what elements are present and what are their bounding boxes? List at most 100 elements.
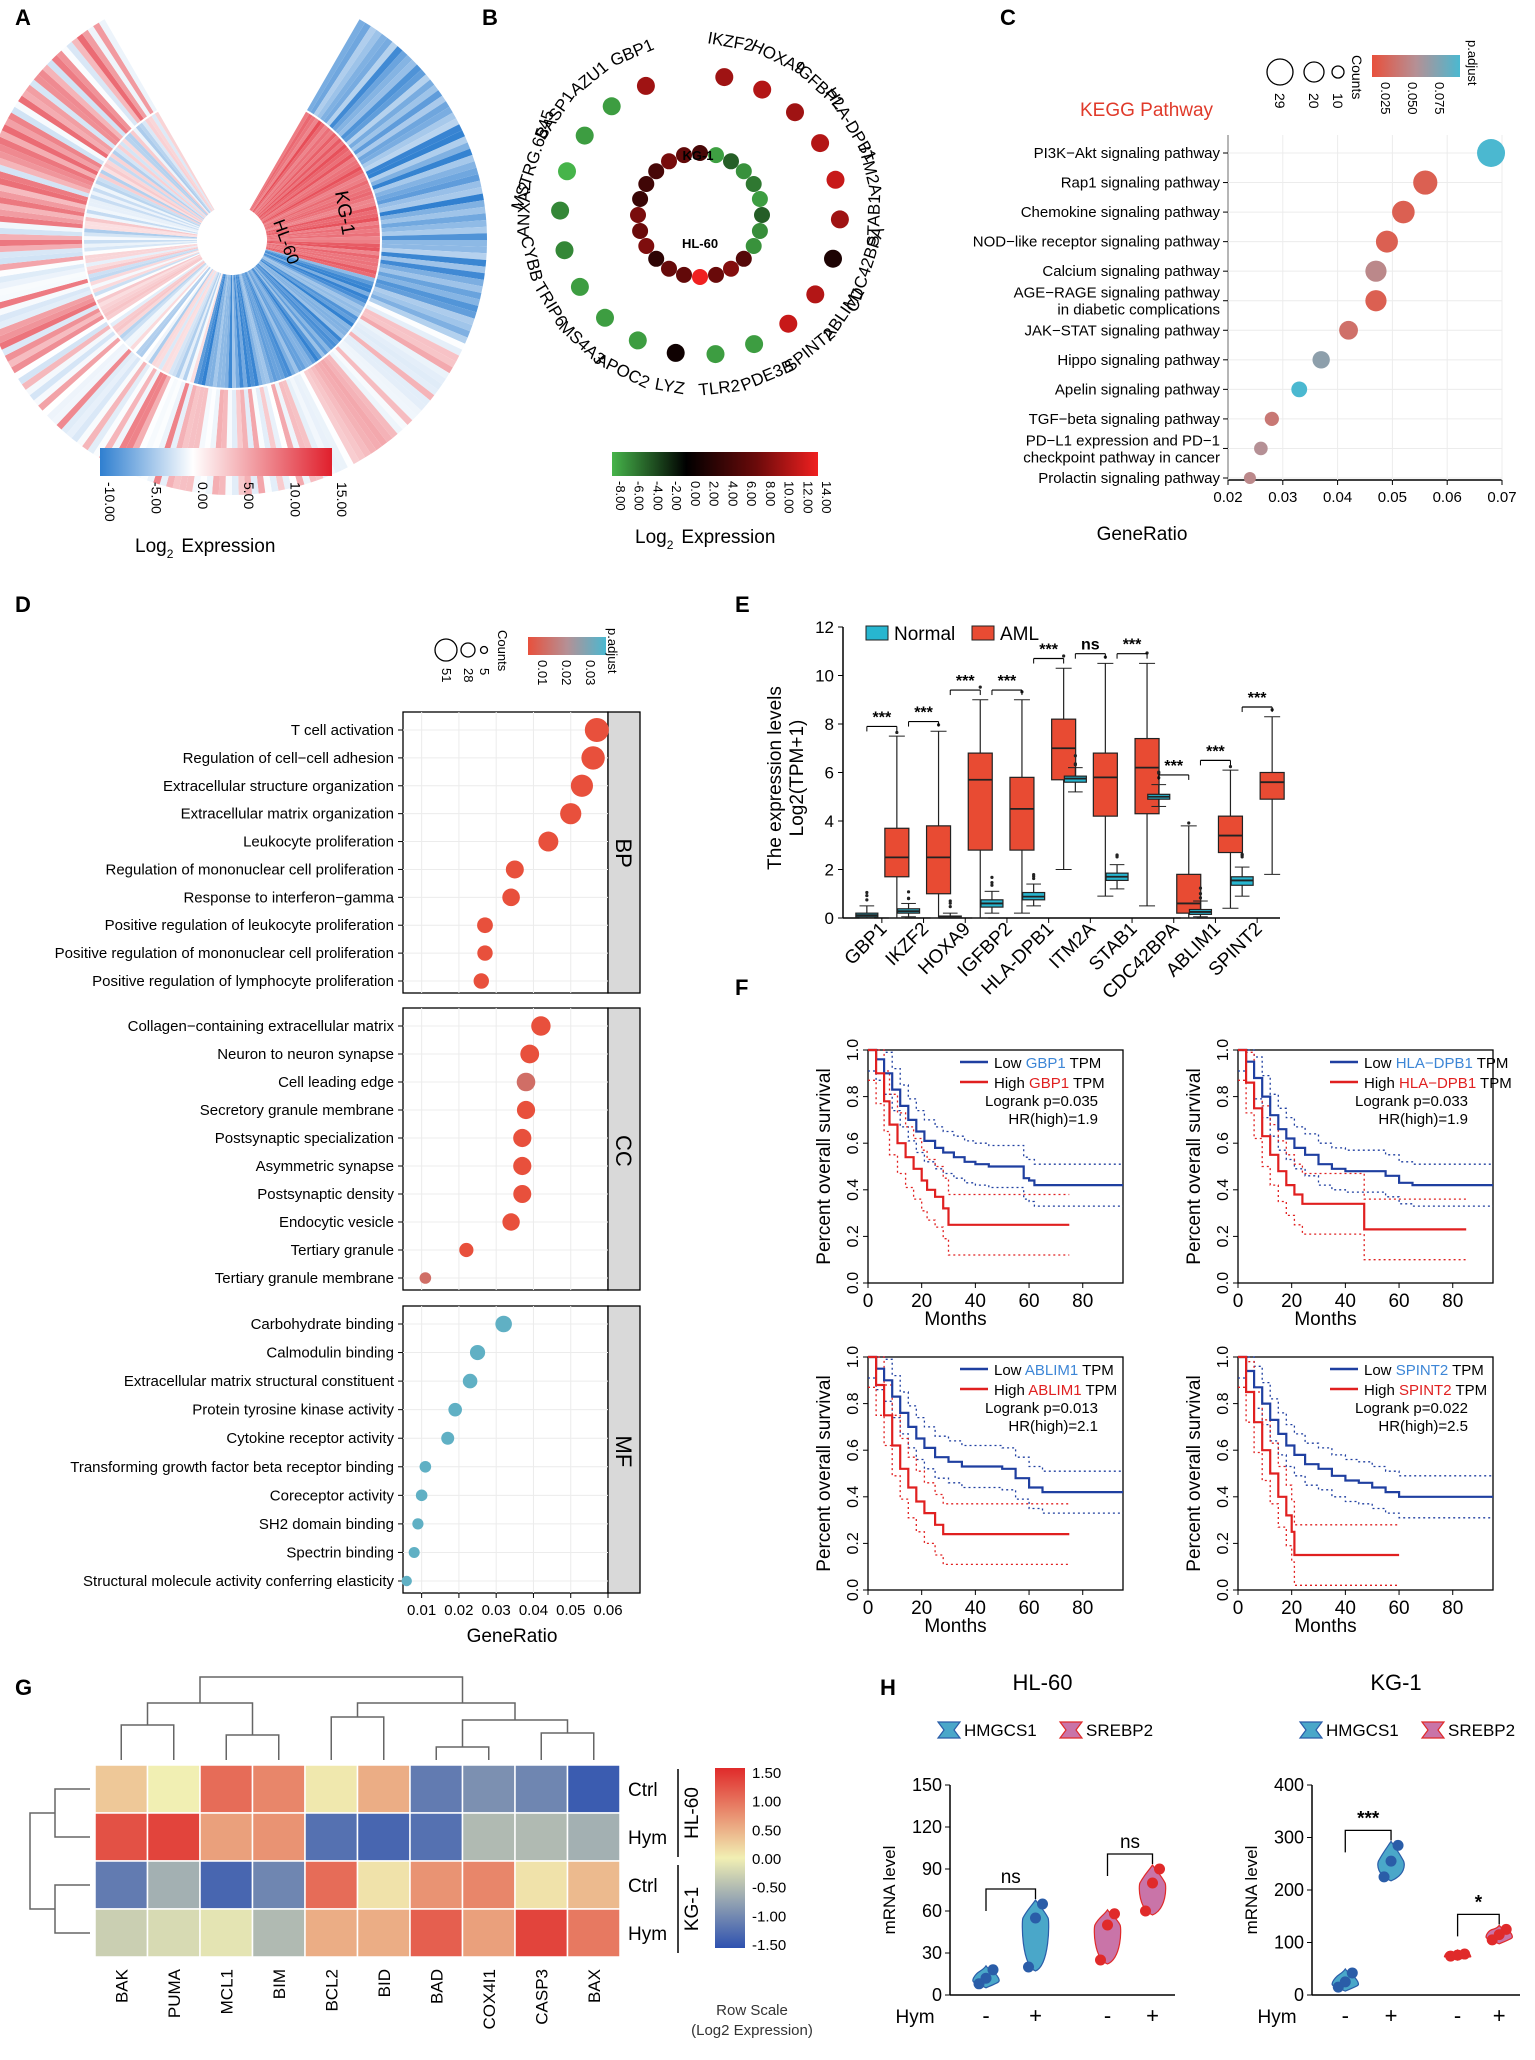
violin-sig-bracket bbox=[1344, 1829, 1392, 1853]
heatmap-ray bbox=[84, 224, 198, 238]
heatmap-cell bbox=[461, 1908, 516, 1958]
heatmap-ray bbox=[260, 156, 357, 221]
boxplot-y-label-2: Log2(TPM+1) bbox=[787, 720, 808, 837]
heatmap-ray bbox=[164, 271, 217, 374]
go-term-label: Extracellular matrix structural constitu… bbox=[124, 1373, 395, 1390]
inner-node bbox=[630, 207, 646, 223]
heatmap-ray bbox=[1, 304, 99, 356]
heatmap-ray bbox=[0, 150, 92, 190]
legend-b-gradient bbox=[612, 452, 818, 476]
heatmap-ray bbox=[148, 268, 213, 365]
heatmap-ray bbox=[14, 318, 107, 379]
survival-ci-line bbox=[1238, 1049, 1493, 1165]
heatmap-cell bbox=[251, 1764, 306, 1814]
legend-b-tick: 0.00 bbox=[688, 481, 703, 506]
dendro-link bbox=[54, 1884, 90, 1934]
heatmap-ray bbox=[381, 220, 487, 233]
inner-node bbox=[745, 238, 762, 254]
heatmap-ray bbox=[363, 118, 460, 172]
kegg-padj-legend: 0.025 0.050 0.075 p.adjust bbox=[1378, 40, 1480, 115]
legend-low-gene: GBP1 bbox=[1026, 1055, 1066, 1072]
go-term-label: Protein tyrosine kinase activity bbox=[192, 1402, 394, 1419]
survival-y-tick-label: 0.6 bbox=[1215, 1439, 1232, 1461]
heatmap-ray bbox=[300, 371, 354, 468]
go-padj-tick: 0.02 bbox=[559, 660, 574, 685]
size-legend-value: 20 bbox=[1306, 93, 1322, 109]
legend-b-title-prefix: Log bbox=[635, 527, 667, 548]
heatmap-ray bbox=[168, 271, 218, 376]
heatmap-ray bbox=[381, 243, 487, 254]
gene-node bbox=[786, 103, 804, 122]
heatmap-ray bbox=[33, 74, 118, 146]
violin-point bbox=[1109, 1908, 1120, 1920]
dendro-link bbox=[356, 1702, 516, 1720]
heatmap-ray bbox=[151, 113, 214, 211]
heatmap-cell bbox=[409, 1812, 464, 1862]
heatmap-ray bbox=[264, 187, 372, 229]
sig-label: *** bbox=[914, 705, 933, 722]
heatmap-ray bbox=[375, 278, 479, 313]
normal-outlier bbox=[1115, 853, 1119, 857]
heatmap-ray bbox=[380, 259, 485, 280]
heatmap-scale-tick: 0.00 bbox=[752, 1851, 781, 1868]
heatmap-ray bbox=[220, 274, 231, 388]
heatmap-ray bbox=[259, 149, 352, 220]
violin-sig-label: ns bbox=[1001, 1867, 1021, 1888]
heatmap-col-label: BAX bbox=[585, 1969, 604, 2003]
legend-normal-swatch bbox=[865, 625, 889, 641]
heatmap-ray bbox=[353, 90, 443, 155]
gene-label: GBP1 bbox=[607, 35, 656, 70]
heatmap-ray bbox=[265, 201, 376, 232]
heatmap-ray bbox=[245, 272, 293, 377]
gene-node bbox=[602, 97, 621, 116]
heatmap-ray bbox=[66, 354, 138, 439]
go-dot bbox=[473, 973, 489, 989]
heatmap-ray bbox=[266, 247, 377, 275]
heatmap-ray bbox=[261, 159, 359, 222]
kegg-term-label-line: Apelin signaling pathway bbox=[1055, 381, 1221, 398]
go-dot bbox=[531, 1016, 551, 1036]
heatmap-ray bbox=[251, 268, 319, 362]
kegg-x-label: GeneRatio bbox=[1097, 524, 1188, 545]
kegg-term-label: Calcium signaling pathway bbox=[1042, 263, 1220, 280]
legend-a-tick: -10.00 bbox=[102, 482, 118, 522]
legend-high-gene: GBP1 bbox=[1029, 1075, 1069, 1092]
gene-node bbox=[555, 241, 574, 260]
heatmap-ray bbox=[122, 138, 207, 217]
heatmap-ray bbox=[0, 290, 92, 330]
heatmap-ray bbox=[263, 172, 366, 225]
heatmap-cell bbox=[304, 1812, 359, 1862]
go-dot bbox=[538, 831, 559, 852]
heatmap-ray bbox=[355, 95, 446, 159]
treatment-label: Hym bbox=[1257, 2007, 1296, 2028]
facet-strip bbox=[607, 711, 641, 994]
normal-outlier bbox=[990, 881, 994, 885]
heatmap-ray bbox=[29, 79, 116, 149]
survival-curve bbox=[1238, 1355, 1400, 1557]
heatmap-ray bbox=[258, 141, 345, 218]
legend-b-tick: -2.00 bbox=[669, 481, 684, 511]
inner-node bbox=[723, 260, 739, 277]
heatmap-ray bbox=[0, 171, 89, 202]
aml-box bbox=[1176, 873, 1202, 914]
violin-y-tick-label: 0 bbox=[1294, 1985, 1304, 2005]
heatmap-ray bbox=[224, 275, 232, 388]
panel-label-e: E bbox=[735, 592, 750, 617]
heatmap-cell bbox=[566, 1860, 621, 1910]
gene-node bbox=[824, 249, 842, 268]
heatmap-ray bbox=[266, 220, 380, 237]
heatmap-ray bbox=[0, 196, 85, 217]
normal-outlier bbox=[1198, 892, 1203, 896]
heatmap-ray bbox=[381, 251, 487, 267]
facet-strip-label: CC bbox=[611, 1135, 636, 1167]
heatmap-cell bbox=[409, 1860, 464, 1910]
heatmap-ray bbox=[253, 267, 326, 358]
kegg-x-tick-label: 0.07 bbox=[1487, 489, 1516, 506]
kegg-term-label-line: TGF−beta signaling pathway bbox=[1029, 411, 1221, 428]
box-x-tick-label: GBP1 bbox=[841, 919, 892, 970]
survival-frame bbox=[867, 1356, 1124, 1591]
violin-point bbox=[1030, 1912, 1041, 1924]
heatmap-ray bbox=[370, 293, 471, 338]
heatmap-cell bbox=[199, 1860, 254, 1910]
padj-legend-title: p.adjust bbox=[1465, 40, 1480, 86]
